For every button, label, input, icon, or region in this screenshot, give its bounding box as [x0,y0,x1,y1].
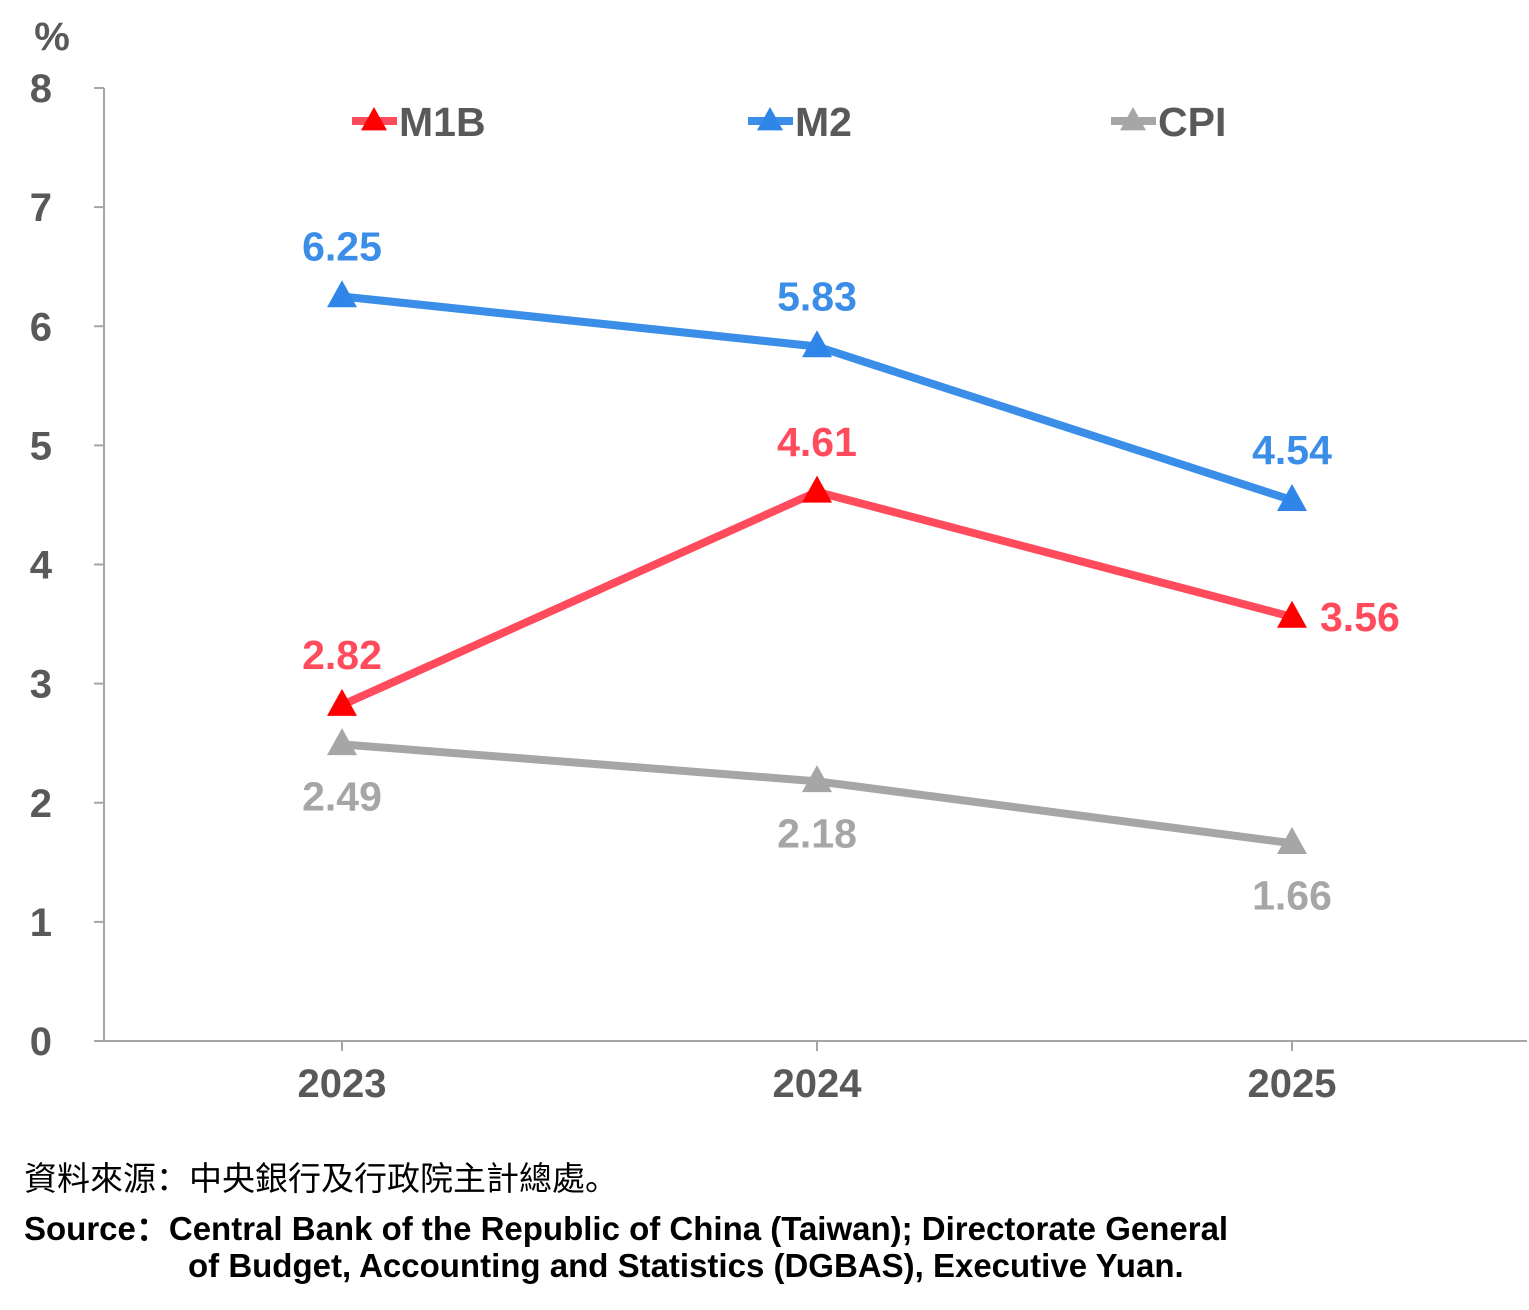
marker-m1b-2025 [1277,600,1307,628]
y-tick-label: 2 [30,782,52,826]
y-tick-label: 4 [30,544,53,588]
y-tick-label: 5 [30,424,52,468]
legend: M1B M2 CPI [352,99,1226,145]
marker-cpi-2023 [327,728,357,756]
legend-label-m2: M2 [795,99,852,145]
source-note-english-line1: Source：Central Bank of the Republic of C… [24,1210,1229,1247]
x-tick-label: 2025 [1248,1062,1337,1106]
series-line-m2 [341,292,1294,504]
series-line-m1b [340,487,1294,709]
legend-marker-m1b [361,106,387,131]
data-label-m2-2024: 5.83 [777,274,857,320]
data-label-m1b-2023: 2.82 [302,632,382,678]
y-tick-label: 8 [30,67,52,111]
data-label-m1b-2025: 3.56 [1320,594,1400,640]
y-tick-label: 0 [30,1020,52,1064]
legend-label-m1b: M1B [399,99,486,145]
y-unit-label: % [34,15,70,59]
x-tick-label: 2024 [773,1062,863,1106]
marker-cpi-2025 [1277,827,1307,855]
marker-m1b-2023 [327,688,357,716]
data-label-cpi-2023: 2.49 [302,773,382,819]
legend-marker-cpi [1120,106,1146,131]
y-tick-label: 7 [30,186,52,230]
marker-m2-2023 [327,280,357,308]
y-tick-label: 3 [30,663,52,707]
marker-m2-2024 [802,330,832,358]
source-note-english-line2: of Budget, Accounting and Statistics (DG… [188,1247,1184,1284]
source-note-chinese: 資料來源：中央銀行及行政院主計總處。 [24,1159,618,1198]
data-label-cpi-2024: 2.18 [777,810,857,856]
legend-marker-m2 [757,106,783,131]
x-tick-label: 2023 [298,1062,387,1106]
line-chart: 0 1 2 3 4 5 6 7 8% 2023 2024 2025 2.49 2.18 1.66 6.25 5… [30,15,1527,1106]
marker-m2-2025 [1277,483,1307,511]
data-label-m2-2025: 4.54 [1252,427,1332,473]
legend-label-cpi: CPI [1158,99,1226,145]
marker-m1b-2024 [802,475,832,503]
data-label-cpi-2025: 1.66 [1252,872,1332,918]
data-label-m1b-2024: 4.61 [777,419,857,465]
series-lines: 2.49 2.18 1.66 6.25 5.83 4.54 2.82 4.61 3.56 [302,223,1400,918]
data-label-m2-2023: 6.25 [302,223,382,269]
marker-cpi-2024 [802,765,832,793]
y-tick-label: 6 [30,305,52,349]
y-tick-label: 1 [30,901,52,945]
chart-axes: 0 1 2 3 4 5 6 7 8% 2023 2024 2025 [30,15,1527,1106]
